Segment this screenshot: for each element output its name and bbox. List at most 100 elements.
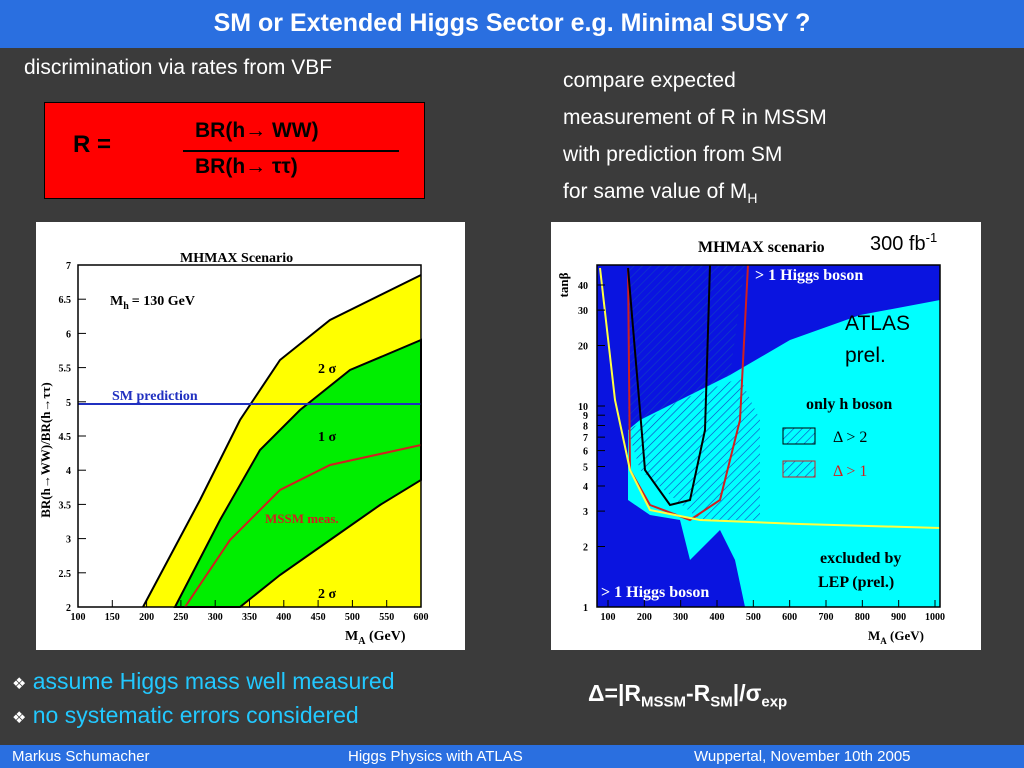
part: MSSM	[641, 693, 687, 711]
y-tick-label: 2	[583, 542, 588, 553]
y-tick-label: 7	[583, 433, 588, 444]
lumi-text: 300 fb	[870, 233, 926, 255]
m: M	[110, 294, 123, 309]
y-tick-label: 2.5	[59, 569, 72, 580]
bullet-icon: ❖	[12, 676, 27, 693]
line: for same value of MH	[563, 173, 827, 217]
x-tick-label: 600	[782, 612, 797, 623]
footer-talk: Higgs Physics with ATLAS	[348, 748, 523, 765]
x-label: MA (GeV)	[868, 628, 924, 646]
line: with prediction from SM	[563, 143, 783, 166]
legend-bg	[795, 385, 925, 490]
y-tick-label: 1	[583, 603, 588, 614]
fraction-line	[183, 150, 399, 152]
formula-denominator: BR(h→ ττ)	[195, 155, 298, 178]
y-tick-label: 6.5	[59, 295, 72, 306]
y-tick-label: 6	[66, 329, 71, 340]
x-label: MA (GeV)	[345, 629, 406, 647]
sm-label: SM prediction	[112, 389, 198, 404]
y-tick-label: 6	[583, 447, 588, 458]
right-frame	[596, 264, 941, 608]
unit: (GeV)	[365, 629, 405, 644]
y-tick-label: 7	[66, 261, 71, 272]
footer: Markus Schumacher Higgs Physics with ATL…	[0, 745, 1024, 768]
part: Δ=|R	[588, 680, 642, 706]
y-tick-label: 5	[66, 398, 71, 409]
label: Δ > 2	[833, 429, 867, 446]
x-tick-label: 800	[855, 612, 870, 623]
label: Δ > 1	[833, 463, 867, 480]
lep-line	[599, 267, 941, 529]
label: LEP (prel.)	[818, 574, 894, 591]
formula-numerator: BR(h→ WW)	[195, 119, 319, 142]
val: = 130 GeV	[132, 294, 195, 309]
footer-author: Markus Schumacher	[12, 748, 150, 765]
bullets: ❖ assume Higgs mass well measured ❖ no s…	[12, 666, 394, 734]
sigma-label: 1 σ	[318, 430, 337, 445]
y-tick-label: 4	[583, 482, 588, 493]
y-tick-label: 20	[578, 341, 588, 352]
y-tick-label: 4	[66, 466, 71, 477]
bullet-icon: ❖	[12, 710, 27, 727]
y-tick-label: 4.5	[59, 432, 72, 443]
bullet-text: no systematic errors considered	[32, 702, 359, 728]
x-tick-label: 200	[139, 612, 154, 623]
sub: h	[123, 301, 129, 312]
line: compare expected	[563, 69, 736, 92]
x-tick-label: 200	[637, 612, 652, 623]
plot-title: MHMAX Scenario	[180, 251, 293, 266]
part: -R	[686, 680, 711, 706]
m: M	[345, 629, 358, 644]
label: only h boson	[806, 396, 892, 413]
unit: (GeV)	[887, 628, 924, 643]
footer-place: Wuppertal, November 10th 2005	[694, 748, 911, 765]
text: for same value of M	[563, 180, 748, 203]
lumi: 300 fb-1	[870, 230, 937, 255]
x-tick-label: 300	[673, 612, 688, 623]
bullet: ❖ assume Higgs mass well measured	[12, 666, 394, 700]
lumi-sup: -1	[926, 230, 938, 245]
sub: A	[880, 636, 887, 646]
y-tick-label: 5.5	[59, 364, 72, 375]
x-tick-label: 400	[276, 612, 291, 623]
y-tick-label: 9	[583, 411, 588, 422]
y-tick-label: 2	[66, 603, 71, 614]
delta-formula: Δ=|RMSSM-RSM|/σexp	[588, 680, 787, 711]
x-tick-label: 900	[891, 612, 906, 623]
x-tick-label: 400	[710, 612, 725, 623]
legend-key	[782, 460, 816, 478]
part: |/σ	[732, 680, 762, 706]
left-text: discrimination via rates from VBF	[24, 56, 333, 79]
x-tick-label: 100	[601, 612, 616, 623]
x-tick-label: 1000	[925, 612, 945, 623]
label: prel.	[845, 344, 886, 367]
x-tick-label: 700	[819, 612, 834, 623]
hatch-region	[628, 378, 760, 520]
y-tick-label: 40	[578, 281, 588, 292]
lumi-bg	[866, 228, 974, 258]
y-label: tanβ	[556, 272, 571, 297]
y-tick-label: 3	[583, 507, 588, 518]
x-tick-label: 500	[746, 612, 761, 623]
mass-label: Mh = 130 GeV	[110, 294, 195, 312]
y-tick-label: 8	[583, 421, 588, 432]
y-tick-label: 10	[578, 402, 588, 413]
label: ATLAS	[845, 312, 910, 335]
region-blue-bottom	[597, 265, 745, 607]
sub: A	[358, 636, 366, 647]
part: exp	[761, 693, 788, 711]
label: > 1 Higgs boson	[755, 267, 863, 284]
x-tick-label: 600	[414, 612, 429, 623]
black-contour	[627, 264, 711, 507]
plot-title: MHMAX scenario	[698, 239, 825, 256]
formula-lhs: R =	[73, 131, 112, 158]
title: SM or Extended Higgs Sector e.g. Minimal…	[213, 9, 811, 37]
sigma-label: 2 σ	[318, 587, 337, 602]
ticks: 100 150 200 250 300 350 400 450 500 550 600 2 2.5 3 3.…	[59, 261, 946, 623]
part: SM	[710, 693, 733, 711]
y-tick-label: 5	[583, 463, 588, 474]
m: M	[868, 628, 880, 643]
subscript: H	[747, 190, 758, 207]
x-tick-label: 250	[173, 612, 188, 623]
